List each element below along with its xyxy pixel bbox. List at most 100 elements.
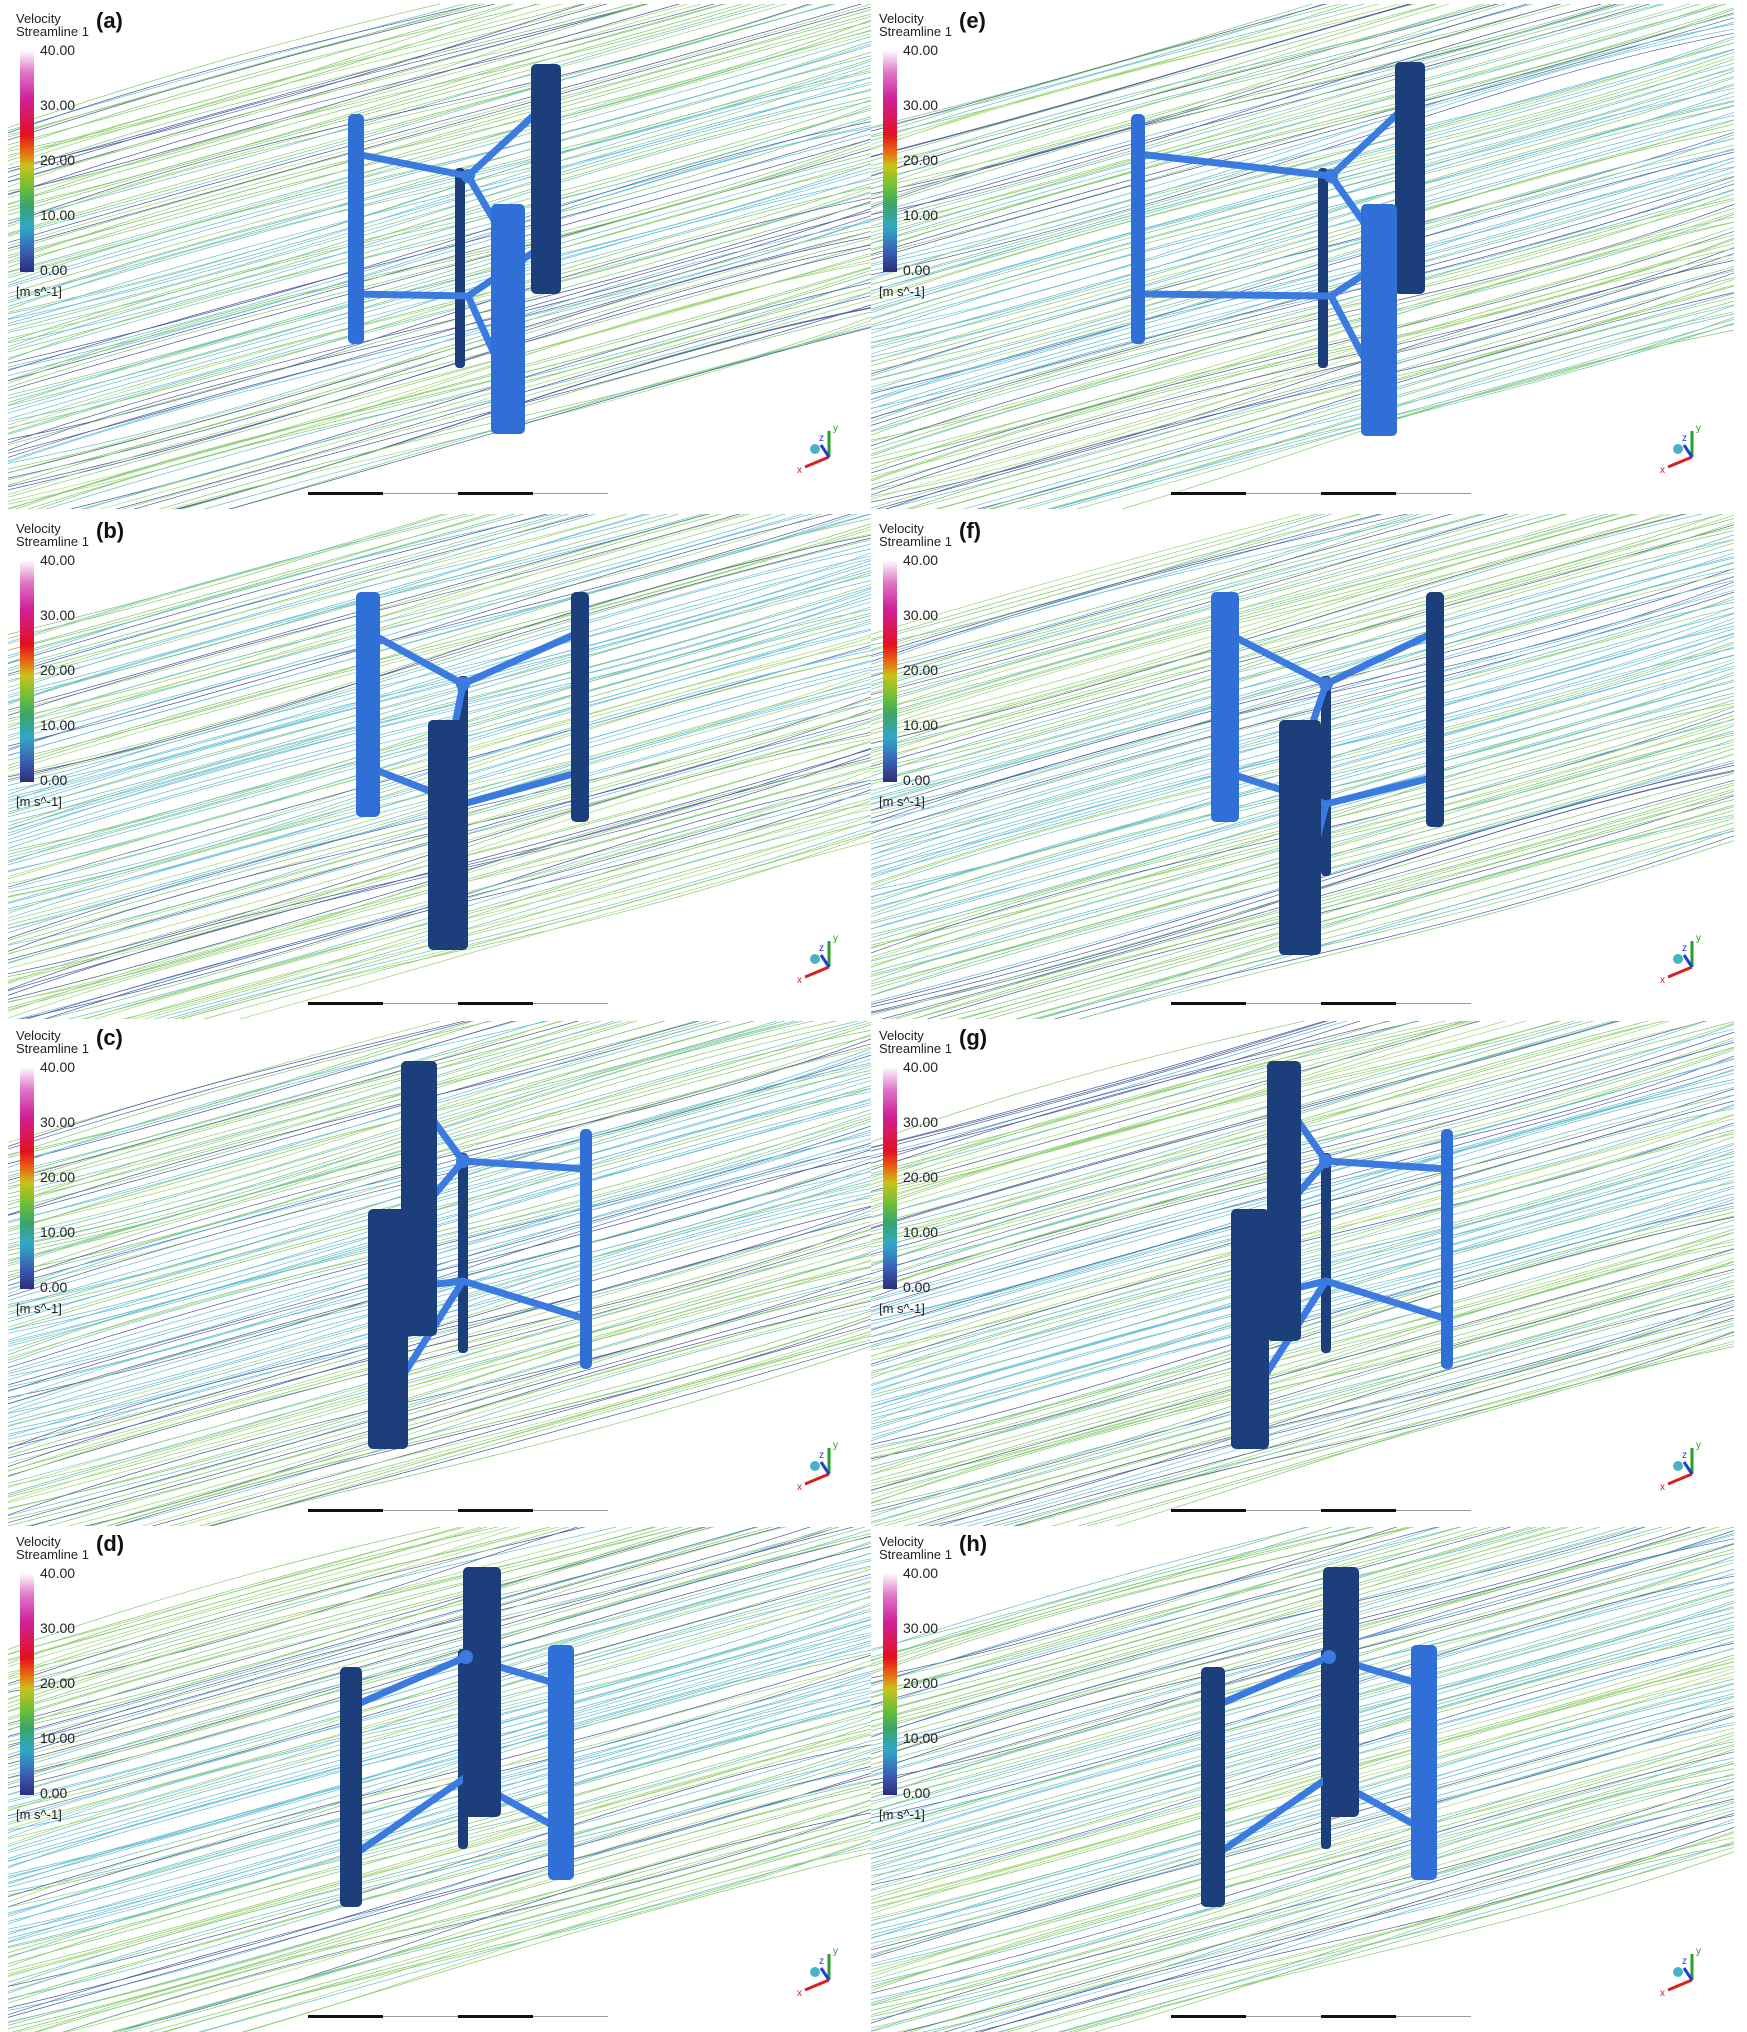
scale-bar — [308, 492, 608, 495]
turbine — [1211, 592, 1444, 955]
legend-tick: 20.00 — [903, 152, 939, 168]
legend-tick: 40.00 — [903, 552, 939, 568]
svg-text:z: z — [819, 1450, 824, 1461]
color-bar — [20, 560, 34, 782]
blade — [1267, 1061, 1301, 1341]
legend-tick: 10.00 — [903, 1730, 939, 1746]
legend-tick: 10.00 — [40, 717, 76, 733]
streamlines — [8, 1021, 871, 1526]
panel-label: (f) — [959, 518, 981, 543]
blade — [1411, 1645, 1437, 1880]
streamline-panel-f: Velocity Streamline 1 40.00 30.00 20.00 10.00… — [871, 514, 1734, 1019]
blade — [401, 1061, 437, 1336]
legend-title-line2: Streamline 1 — [16, 1041, 89, 1056]
blade — [531, 64, 561, 294]
svg-text:z: z — [1682, 943, 1687, 954]
svg-text:y: y — [833, 933, 838, 944]
color-bar — [883, 50, 897, 272]
axis-triad-icon: y x z — [797, 423, 838, 476]
svg-text:y: y — [833, 1440, 838, 1451]
legend-tick: 20.00 — [903, 1169, 939, 1185]
svg-text:x: x — [797, 1482, 802, 1493]
blade — [1231, 1209, 1269, 1449]
scale-bar — [1171, 1002, 1471, 1005]
legend-tick: 30.00 — [903, 1620, 939, 1636]
blade — [463, 1567, 501, 1817]
blade — [571, 592, 589, 822]
panel-label: (a) — [96, 8, 123, 33]
legend-title: Velocity Streamline 1 — [879, 1029, 952, 1055]
legend-title-line1: Velocity — [16, 1028, 61, 1043]
panel-label: (c) — [96, 1025, 123, 1050]
axis-triad-icon: y x z — [797, 933, 838, 986]
blade — [1201, 1667, 1225, 1907]
svg-text:y: y — [1696, 1946, 1701, 1957]
blade — [548, 1645, 574, 1880]
blade — [580, 1129, 592, 1369]
blade — [340, 1667, 362, 1907]
legend-title-line2: Streamline 1 — [879, 1041, 952, 1056]
streamlines — [871, 1021, 1734, 1526]
legend-tick: 0.00 — [40, 1279, 68, 1295]
scale-bar — [308, 1509, 608, 1512]
legend-tick: 10.00 — [903, 207, 939, 223]
legend-title-line1: Velocity — [16, 11, 61, 26]
legend-unit: [m s^-1] — [879, 1807, 925, 1822]
blade — [1426, 592, 1444, 827]
legend-tick: 30.00 — [903, 97, 939, 113]
legend-tick: 0.00 — [40, 1785, 68, 1801]
svg-text:y: y — [1696, 933, 1701, 944]
blade — [1323, 1567, 1359, 1817]
legend-tick: 30.00 — [903, 1114, 939, 1130]
legend-tick: 10.00 — [903, 1224, 939, 1240]
scale-bar — [1171, 1509, 1471, 1512]
legend-tick: 0.00 — [903, 262, 931, 278]
svg-text:z: z — [1682, 433, 1687, 444]
legend-title-line2: Streamline 1 — [16, 1547, 89, 1562]
scale-bar — [1171, 2015, 1471, 2018]
svg-text:x: x — [1660, 465, 1665, 476]
legend-tick: 0.00 — [903, 772, 931, 788]
legend-unit: [m s^-1] — [16, 284, 62, 299]
legend-tick: 20.00 — [40, 152, 76, 168]
legend-tick: 0.00 — [40, 262, 68, 278]
streamline-scene — [871, 514, 1734, 1019]
blade — [1395, 62, 1425, 294]
turbine — [1131, 62, 1425, 436]
streamlines — [871, 1527, 1734, 2032]
legend-tick: 40.00 — [40, 1565, 76, 1581]
scale-bar — [308, 1002, 608, 1005]
panel-label: (g) — [959, 1025, 988, 1050]
legend-tick: 30.00 — [40, 97, 76, 113]
streamline-panel-b: Velocity Streamline 1 40.00 30.00 20.00 10.00… — [8, 514, 871, 1019]
axis-triad-icon: y x z — [797, 1440, 838, 1493]
svg-text:x: x — [797, 975, 802, 986]
color-bar — [20, 1067, 34, 1289]
streamline-scene — [8, 1527, 871, 2032]
legend-tick: 40.00 — [903, 1059, 939, 1075]
streamlines — [871, 4, 1734, 509]
svg-text:x: x — [797, 1988, 802, 1999]
legend-title-line1: Velocity — [16, 1534, 61, 1549]
panel-label: (b) — [96, 518, 125, 543]
blade — [1441, 1129, 1453, 1369]
blade — [1361, 204, 1397, 436]
streamline-panel-c: Velocity Streamline 1 40.00 30.00 20.00 10.00… — [8, 1021, 871, 1526]
axis-triad-icon: y x z — [1660, 933, 1701, 986]
blade — [356, 592, 380, 817]
svg-text:x: x — [1660, 1482, 1665, 1493]
axis-triad-icon: y x z — [1660, 1946, 1701, 1999]
panel-label: (e) — [959, 8, 986, 33]
legend-title-line1: Velocity — [879, 521, 924, 536]
streamline-panel-a: Velocity Streamline 1 40.00 30.00 20.00 10.00… — [8, 4, 871, 509]
legend-tick: 30.00 — [40, 607, 76, 623]
blade — [491, 204, 525, 434]
color-bar — [20, 50, 34, 272]
panel-label: (d) — [96, 1531, 125, 1556]
turbine — [1231, 1061, 1453, 1449]
axis-triad-icon: y x z — [797, 1946, 838, 1999]
blade — [368, 1209, 408, 1449]
blade — [348, 114, 364, 344]
svg-text:x: x — [1660, 1988, 1665, 1999]
legend-title: Velocity Streamline 1 — [16, 1029, 89, 1055]
